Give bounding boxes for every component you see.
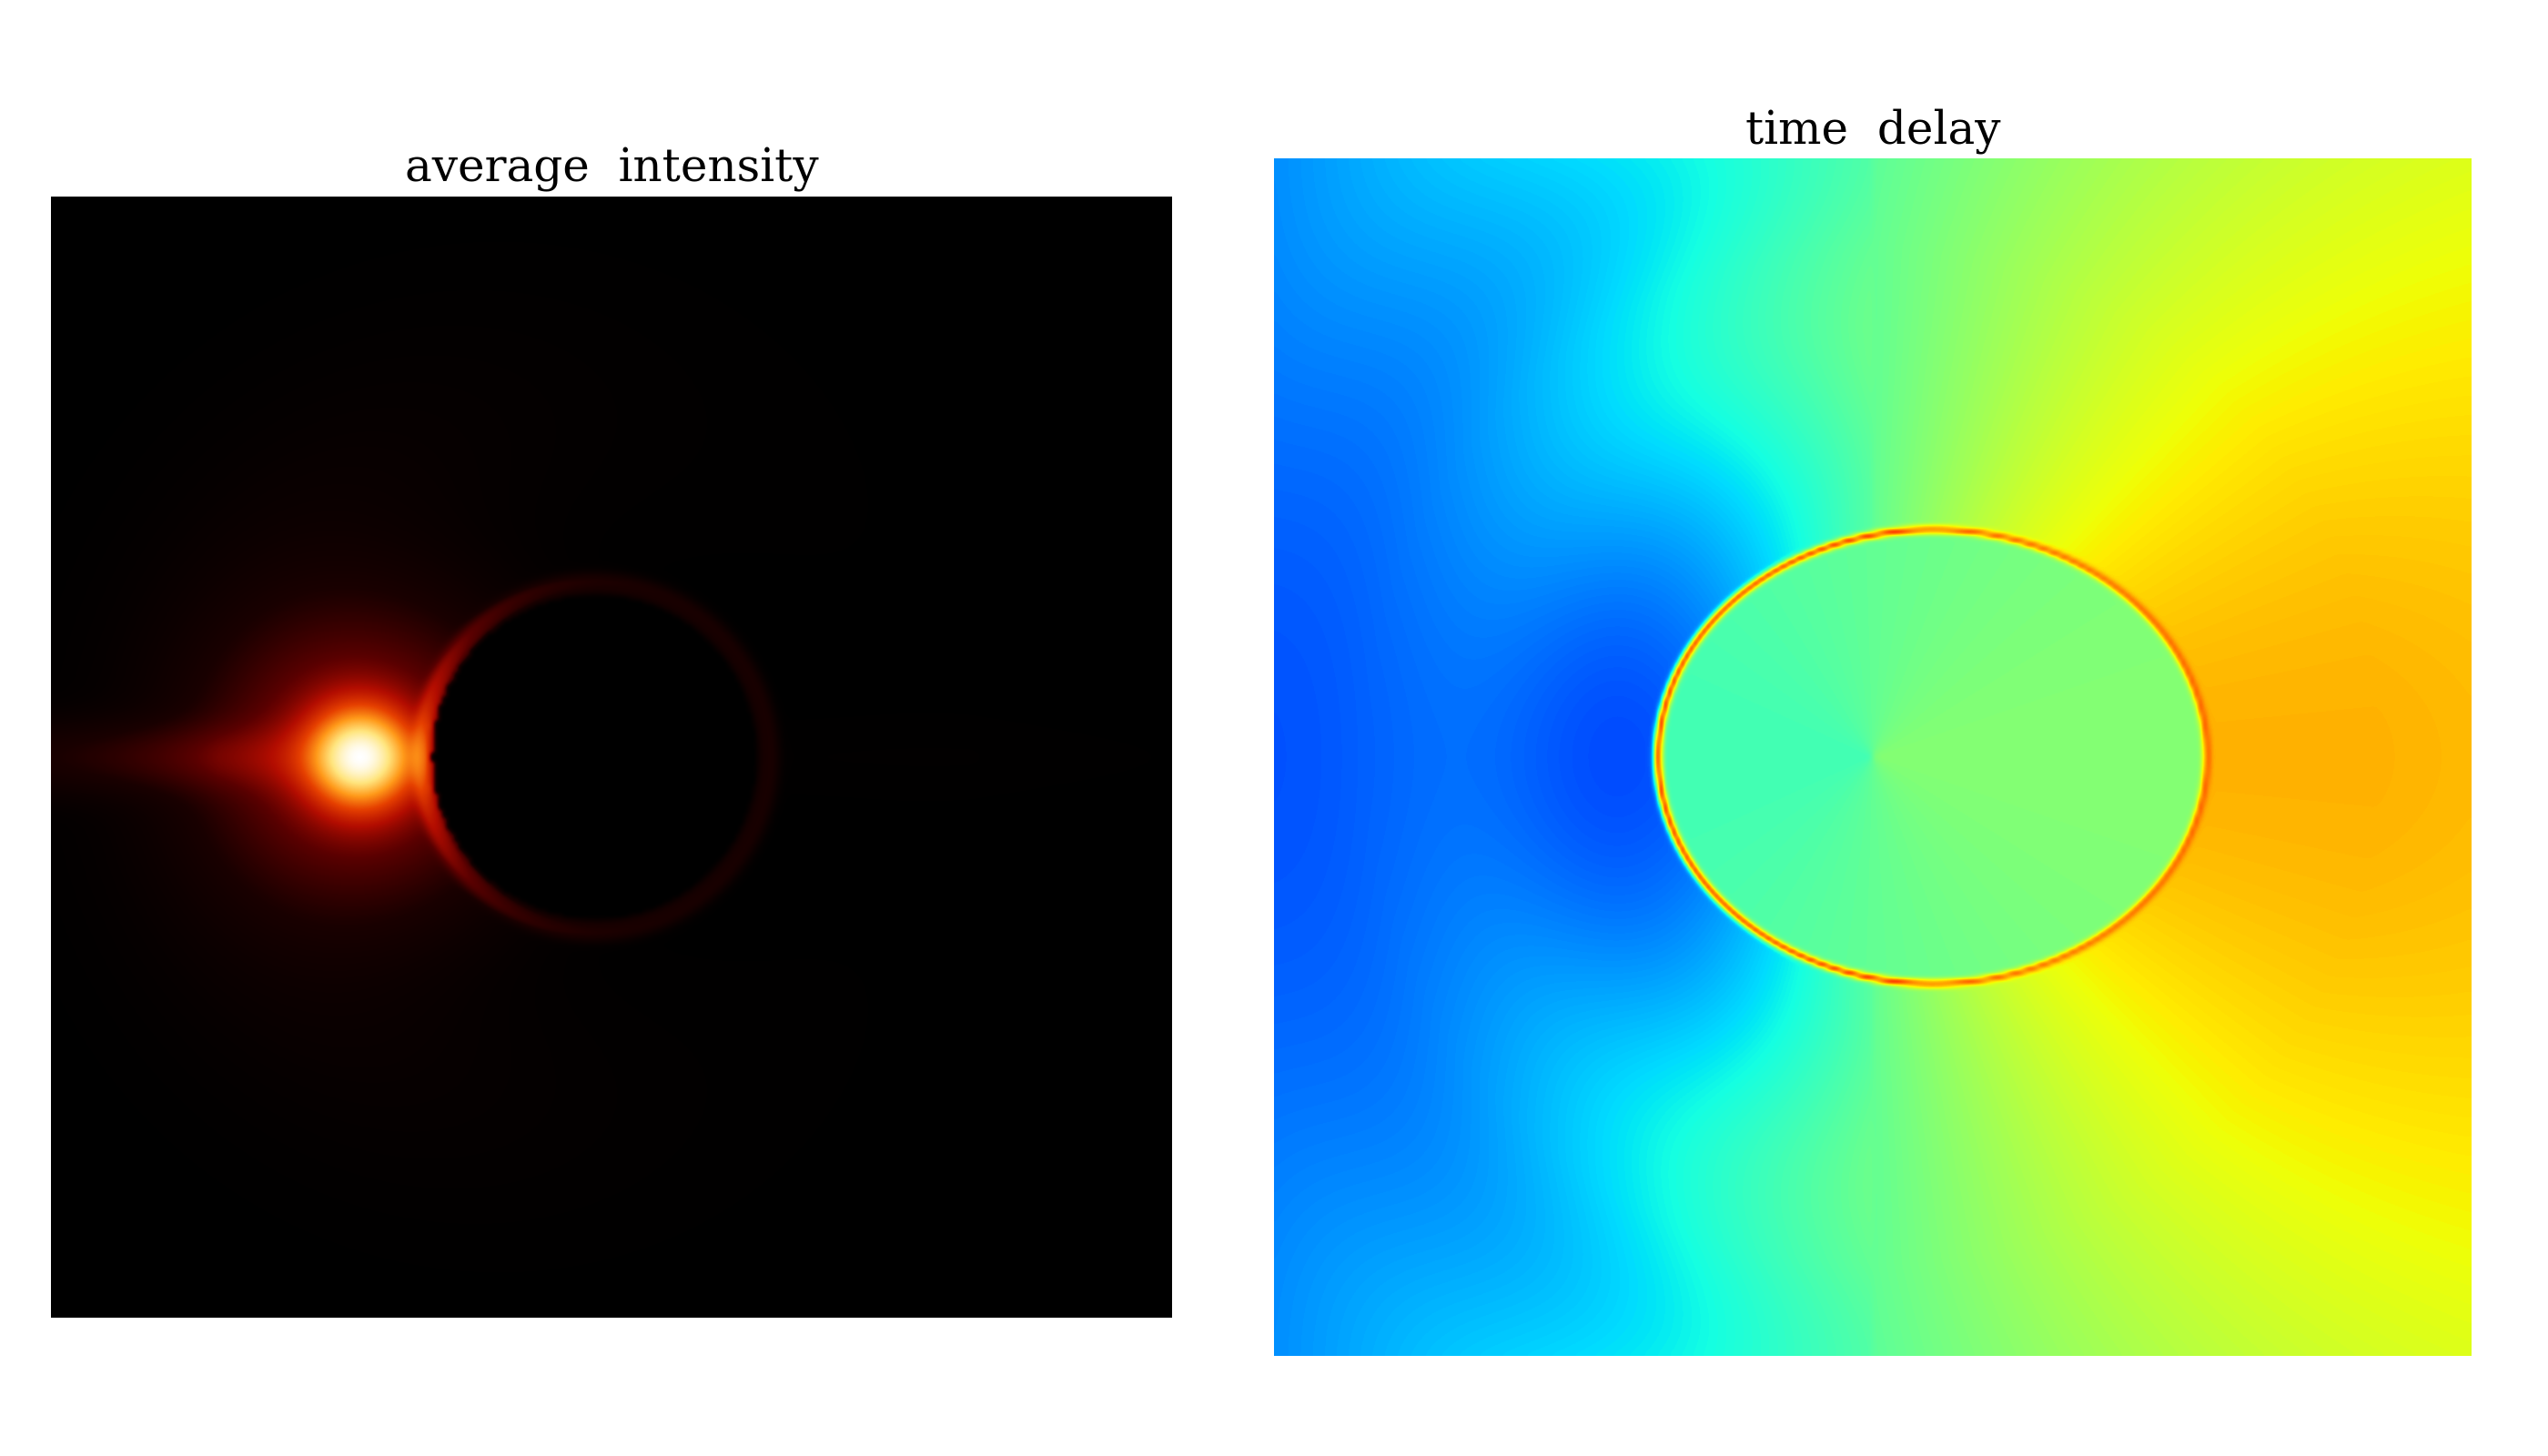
Title: time  delay: time delay (1745, 108, 2000, 154)
Title: average  intensity: average intensity (405, 147, 818, 192)
